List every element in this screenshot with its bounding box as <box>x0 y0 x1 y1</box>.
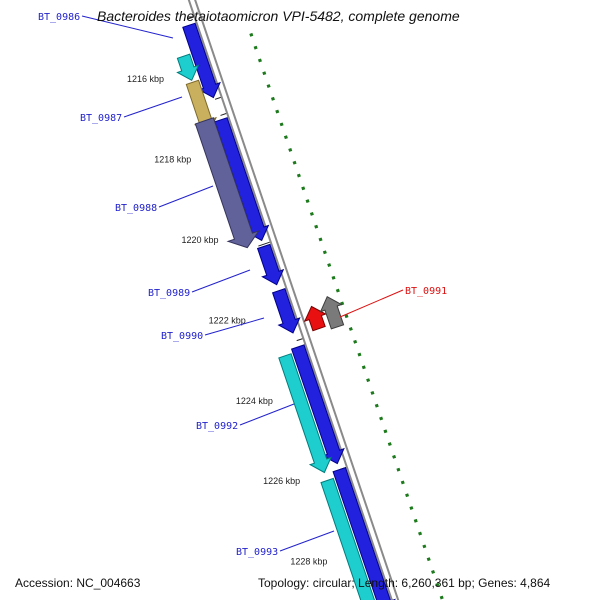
gene-arrow-BT_0986[interactable] <box>182 22 221 99</box>
gc-content-ring <box>249 32 445 600</box>
ruler-minor-tick <box>214 96 221 100</box>
genome-backbone-line <box>194 0 400 600</box>
gene-arrow[interactable] <box>319 296 345 330</box>
ruler-minor-tick <box>296 338 303 342</box>
status-bar: Accession: NC_004663 Topology: circular;… <box>0 572 600 600</box>
gene-leader-line <box>239 403 295 426</box>
ruler-major-tick <box>258 241 270 247</box>
ruler-tick-label: 1226 kbp <box>263 476 300 486</box>
ruler-tick-label: 1220 kbp <box>181 235 218 245</box>
gene-leader-line <box>204 317 265 336</box>
gene-leader-line <box>123 96 183 118</box>
gene-arrow-BT_0993[interactable] <box>320 477 382 600</box>
ruler-tick-label: 1224 kbp <box>236 396 273 406</box>
ruler-tick-label: 1216 kbp <box>127 74 164 84</box>
gene-label-BT_0987[interactable]: BT_0987 <box>80 113 122 124</box>
gene-label-BT_0991[interactable]: BT_0991 <box>405 286 447 297</box>
gene-label-BT_0989[interactable]: BT_0989 <box>148 288 190 299</box>
gene-arrow-BT_0988[interactable] <box>194 117 260 249</box>
gene-arrow-BT_0990[interactable] <box>271 287 301 334</box>
gene-leader-line <box>81 15 174 39</box>
gene-label-BT_0992[interactable]: BT_0992 <box>196 421 238 432</box>
gene-label-BT_0988[interactable]: BT_0988 <box>115 203 157 214</box>
gene-leader-line <box>191 269 251 293</box>
gene-leader-line <box>158 185 214 208</box>
gene-arrow-BT_0989[interactable] <box>256 243 285 286</box>
gene-label-BT_0990[interactable]: BT_0990 <box>161 331 203 342</box>
gene-arrow[interactable] <box>290 344 345 465</box>
ruler-tick-label: 1222 kbp <box>209 315 246 325</box>
status-accession: Accession: NC_004663 <box>15 576 141 590</box>
ruler-minor-tick <box>220 113 227 116</box>
ruler-tick-label: 1218 kbp <box>154 154 191 164</box>
status-genome-info: Topology: circular; Length: 6,260,361 bp… <box>258 576 551 590</box>
gene-arrow[interactable] <box>332 466 396 600</box>
gene-label-BT_0986[interactable]: BT_0986 <box>38 12 80 23</box>
ruler-tick-label: 1228 kbp <box>290 557 327 567</box>
gene-leader-line <box>339 289 404 318</box>
gene-label-BT_0993[interactable]: BT_0993 <box>236 547 278 558</box>
ruler-minor-tick <box>187 16 194 20</box>
gene-arrow[interactable] <box>176 53 200 81</box>
page-title: Bacteroides thetaiotaomicron VPI-5482, c… <box>97 8 460 24</box>
gene-leader-line <box>279 530 335 552</box>
gene-arrow-BT_0991[interactable] <box>303 305 327 332</box>
genome-backbone-line <box>187 0 393 600</box>
gene-arrow-BT_0992[interactable] <box>278 353 332 474</box>
